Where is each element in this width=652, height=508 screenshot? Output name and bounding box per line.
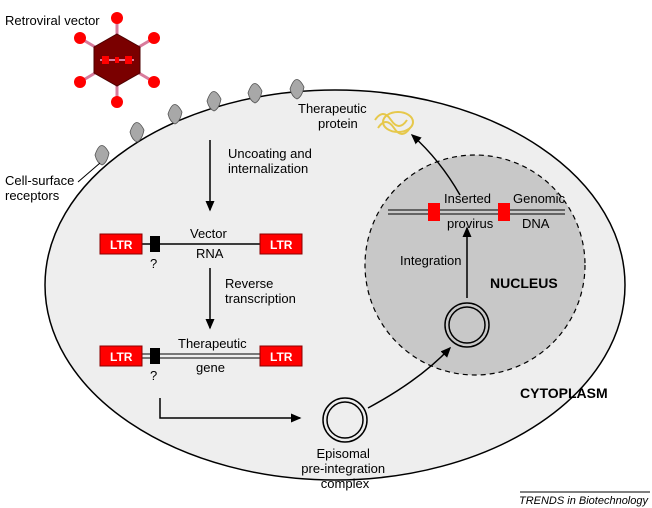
dna-label: DNA	[522, 216, 550, 231]
nucleus-label: NUCLEUS	[490, 275, 558, 291]
retroviral-vector-label: Retroviral vector	[5, 13, 100, 28]
retroviral-diagram: Retroviral vector Cell-surface receptors…	[0, 0, 652, 508]
uncoating-label: Uncoating and internalization	[228, 146, 315, 176]
cytoplasm-label: CYTOPLASM	[520, 385, 608, 401]
source-credit: TRENDS in Biotechnology	[519, 495, 650, 507]
cell-surface-receptors-label: Cell-surface receptors	[5, 173, 78, 203]
svg-text:?: ?	[150, 256, 157, 271]
svg-text:LTR: LTR	[110, 238, 133, 252]
integration-label: Integration	[400, 253, 461, 268]
svg-text:LTR: LTR	[270, 350, 293, 364]
svg-text:?: ?	[150, 368, 157, 383]
provirus-label: provirus	[447, 216, 494, 231]
svg-text:RNA: RNA	[196, 246, 224, 261]
svg-text:LTR: LTR	[270, 238, 293, 252]
svg-text:Vector: Vector	[190, 226, 228, 241]
inserted-label: Inserted	[444, 191, 491, 206]
genomic-label: Genomic	[513, 191, 566, 206]
svg-text:LTR: LTR	[110, 350, 133, 364]
svg-text:gene: gene	[196, 360, 225, 375]
svg-text:Therapeutic: Therapeutic	[178, 336, 247, 351]
nucleus	[365, 155, 585, 375]
